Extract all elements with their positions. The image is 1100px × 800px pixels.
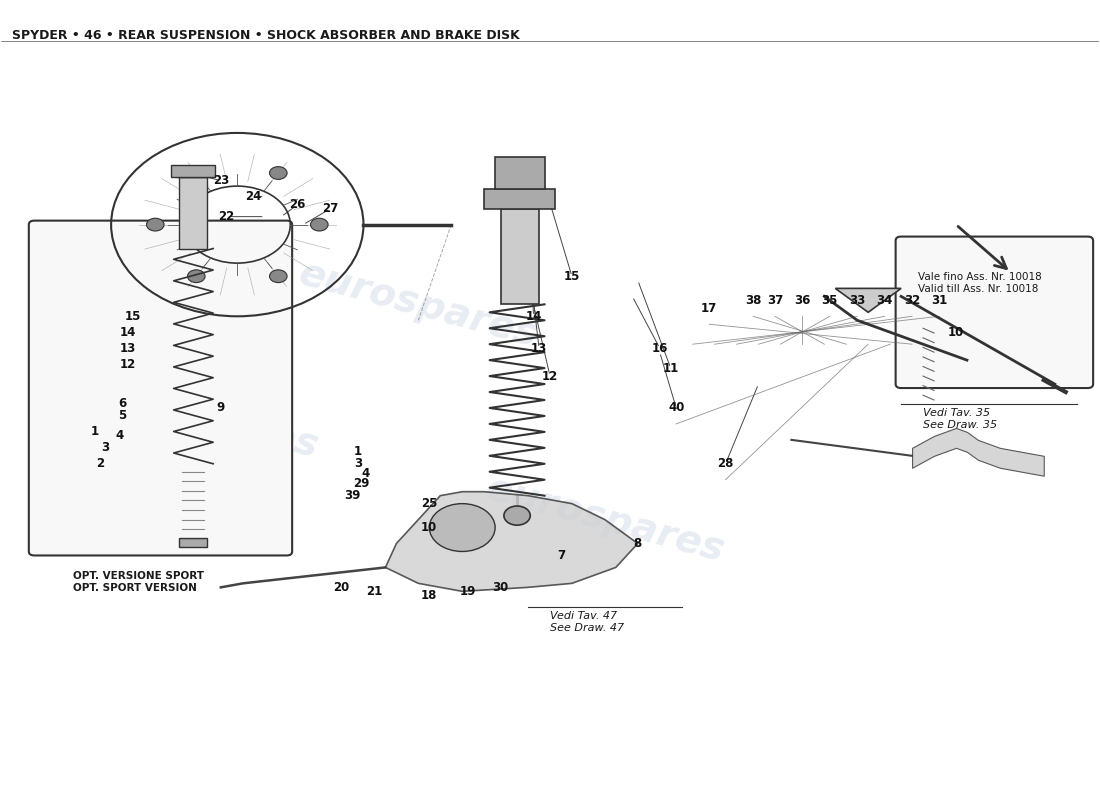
Text: 23: 23 bbox=[212, 174, 229, 187]
Text: 20: 20 bbox=[333, 581, 350, 594]
Text: 24: 24 bbox=[245, 190, 262, 203]
Text: OPT. SPORT VERSION: OPT. SPORT VERSION bbox=[73, 583, 197, 594]
Circle shape bbox=[187, 166, 205, 179]
Text: 9: 9 bbox=[217, 402, 226, 414]
Circle shape bbox=[310, 218, 328, 231]
Circle shape bbox=[429, 504, 495, 551]
Text: 32: 32 bbox=[904, 294, 921, 307]
Text: 11: 11 bbox=[662, 362, 679, 374]
Text: 16: 16 bbox=[651, 342, 668, 354]
Text: 13: 13 bbox=[531, 342, 547, 354]
Text: 17: 17 bbox=[701, 302, 717, 315]
Text: 12: 12 bbox=[120, 358, 135, 370]
Polygon shape bbox=[835, 288, 901, 312]
Text: 10: 10 bbox=[421, 521, 438, 534]
FancyBboxPatch shape bbox=[484, 189, 556, 209]
Text: 10: 10 bbox=[948, 326, 964, 338]
Text: eurospares: eurospares bbox=[75, 366, 322, 466]
Text: 35: 35 bbox=[822, 294, 838, 307]
Text: 4: 4 bbox=[116, 430, 124, 442]
Text: 1: 1 bbox=[90, 426, 99, 438]
Text: 18: 18 bbox=[421, 589, 438, 602]
Text: eurospares: eurospares bbox=[482, 470, 728, 570]
Text: 28: 28 bbox=[717, 458, 734, 470]
Text: SPYDER • 46 • REAR SUSPENSION • SHOCK ABSORBER AND BRAKE DISK: SPYDER • 46 • REAR SUSPENSION • SHOCK AB… bbox=[12, 30, 520, 42]
Text: 6: 6 bbox=[118, 398, 127, 410]
FancyBboxPatch shape bbox=[895, 237, 1093, 388]
Text: 40: 40 bbox=[668, 402, 684, 414]
Text: 25: 25 bbox=[421, 497, 438, 510]
Text: 26: 26 bbox=[289, 198, 306, 211]
FancyBboxPatch shape bbox=[495, 157, 544, 189]
Text: 36: 36 bbox=[794, 294, 811, 307]
Text: 13: 13 bbox=[120, 342, 135, 354]
Circle shape bbox=[270, 166, 287, 179]
Text: 14: 14 bbox=[120, 326, 135, 338]
Circle shape bbox=[187, 270, 205, 282]
Text: See Draw. 35: See Draw. 35 bbox=[923, 420, 998, 430]
Text: 29: 29 bbox=[353, 478, 370, 490]
Text: 15: 15 bbox=[564, 270, 580, 283]
Text: 34: 34 bbox=[877, 294, 893, 307]
Text: 2: 2 bbox=[96, 458, 104, 470]
Text: 22: 22 bbox=[218, 210, 234, 223]
Text: 27: 27 bbox=[322, 202, 339, 215]
Circle shape bbox=[270, 270, 287, 282]
Text: 8: 8 bbox=[634, 537, 642, 550]
FancyBboxPatch shape bbox=[172, 165, 216, 177]
FancyBboxPatch shape bbox=[179, 538, 207, 547]
Text: 5: 5 bbox=[118, 410, 127, 422]
Text: 21: 21 bbox=[366, 585, 383, 598]
Circle shape bbox=[146, 218, 164, 231]
Text: 15: 15 bbox=[125, 310, 141, 322]
Text: Vedi Tav. 35: Vedi Tav. 35 bbox=[923, 408, 990, 418]
FancyBboxPatch shape bbox=[179, 177, 207, 249]
Text: 33: 33 bbox=[849, 294, 866, 307]
Text: 14: 14 bbox=[526, 310, 541, 322]
Text: 3: 3 bbox=[101, 442, 110, 454]
Text: 31: 31 bbox=[932, 294, 947, 307]
Text: 19: 19 bbox=[460, 585, 476, 598]
Text: OPT. VERSIONE SPORT: OPT. VERSIONE SPORT bbox=[73, 571, 204, 582]
Text: 39: 39 bbox=[344, 489, 361, 502]
Text: 37: 37 bbox=[767, 294, 783, 307]
FancyBboxPatch shape bbox=[29, 221, 293, 555]
Text: Valid till Ass. Nr. 10018: Valid till Ass. Nr. 10018 bbox=[917, 285, 1038, 294]
Circle shape bbox=[504, 506, 530, 525]
Text: Vale fino Ass. Nr. 10018: Vale fino Ass. Nr. 10018 bbox=[917, 273, 1042, 282]
Text: 3: 3 bbox=[354, 458, 362, 470]
Text: See Draw. 47: See Draw. 47 bbox=[550, 623, 624, 634]
Text: 4: 4 bbox=[362, 467, 370, 480]
Text: 38: 38 bbox=[745, 294, 761, 307]
Text: Vedi Tav. 47: Vedi Tav. 47 bbox=[550, 611, 617, 622]
Text: 7: 7 bbox=[557, 549, 565, 562]
Text: 12: 12 bbox=[542, 370, 558, 382]
Polygon shape bbox=[385, 492, 638, 591]
Text: 30: 30 bbox=[493, 581, 508, 594]
FancyBboxPatch shape bbox=[500, 209, 539, 304]
Text: eurospares: eurospares bbox=[295, 254, 542, 354]
Text: 1: 1 bbox=[354, 446, 362, 458]
